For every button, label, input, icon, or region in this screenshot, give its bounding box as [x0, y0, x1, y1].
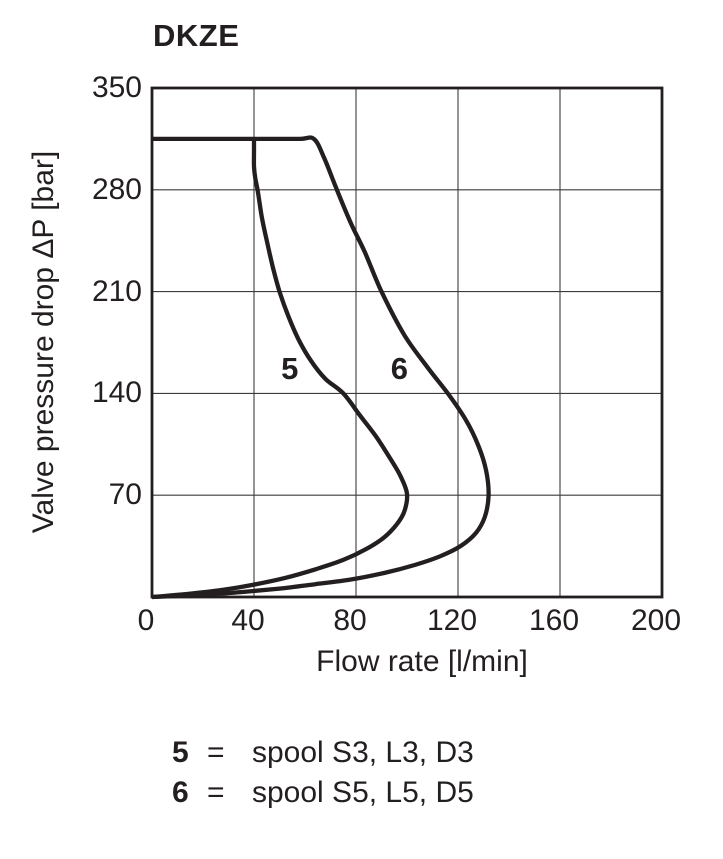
x-tick-label-160: 160: [528, 604, 580, 637]
y-tick-label-70: 70: [108, 478, 142, 512]
x-tick-label-80: 80: [333, 604, 367, 637]
x-axis-label: Flow rate [l/min]: [316, 645, 528, 678]
curve-6: [151, 135, 491, 600]
legend-desc-6: spool S5, L5, D5: [252, 776, 474, 809]
legend-desc-5: spool S3, L3, D3: [252, 736, 474, 769]
legend-row-curve-5: 5 = spool S3, L3, D3: [172, 733, 474, 773]
y-tick-label-280: 280: [91, 172, 142, 206]
plot-border: [150, 86, 664, 599]
chart-title: DKZE: [153, 18, 240, 53]
legend-equals-sign: =: [207, 736, 225, 769]
x-tick-label-40: 40: [231, 604, 265, 637]
curve-label-5: 5: [281, 351, 298, 386]
y-tick-label-350: 350: [91, 71, 142, 104]
y-tick-label-210: 210: [91, 274, 142, 308]
curve-label-6: 6: [391, 351, 408, 386]
legend-row-curve-6: 6 = spool S5, L5, D5: [172, 773, 474, 813]
legend: 5 = spool S3, L3, D3 6 = spool S5, L5, D…: [172, 733, 474, 813]
x-tick-label-0: 0: [137, 604, 155, 637]
legend-equals-sign: =: [207, 776, 225, 809]
x-tick-label-200: 200: [630, 604, 682, 637]
y-tick-label-140: 140: [91, 376, 142, 410]
legend-key-5: 5: [172, 736, 189, 769]
curve-5: [151, 138, 410, 600]
x-tick-label-120: 120: [426, 604, 478, 637]
legend-key-6: 6: [172, 776, 189, 809]
